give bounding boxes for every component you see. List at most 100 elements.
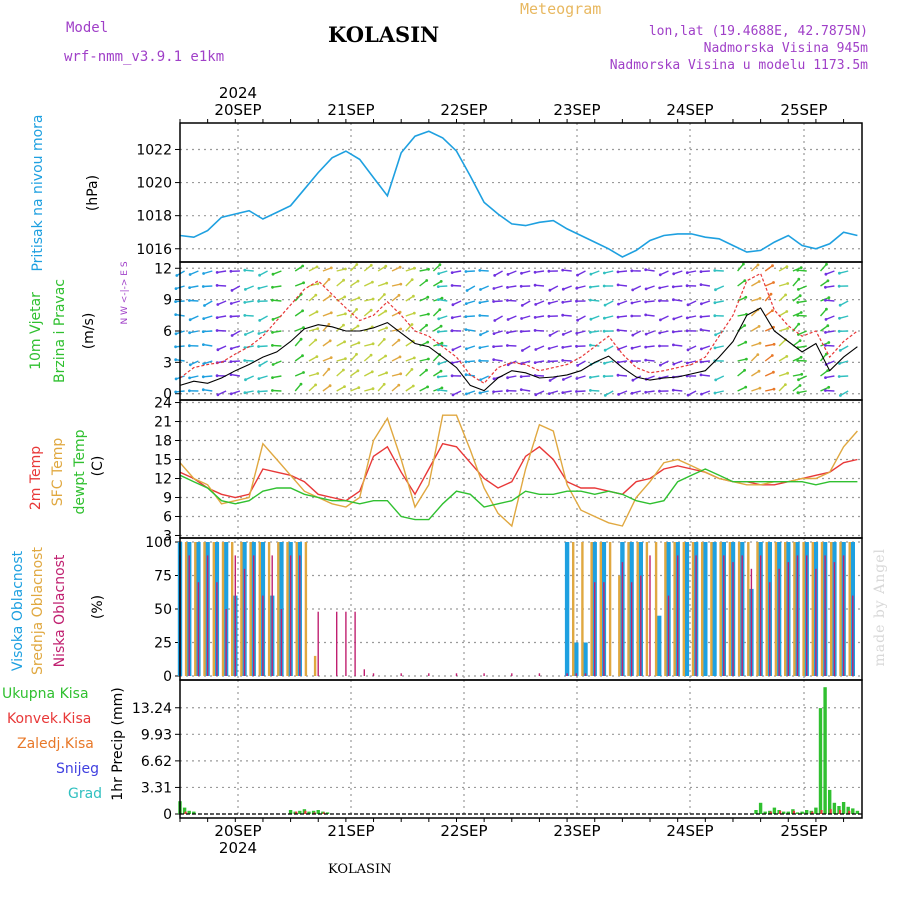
- wind-arrow-head: [327, 367, 331, 371]
- wind-arrow-head: [215, 271, 219, 274]
- cloud-bar: [848, 542, 851, 676]
- wind-arrow: [659, 330, 669, 334]
- wind-arrow-head: [713, 269, 717, 272]
- cloud-bar: [277, 542, 280, 676]
- wind-arrow: [419, 369, 427, 377]
- wind-arrow: [778, 339, 786, 347]
- wind-arrow: [604, 345, 614, 351]
- panel-frame-4: [179, 679, 863, 819]
- wind-arrow-head: [824, 331, 827, 334]
- wind-arrow-head: [399, 327, 403, 331]
- wind-arrow: [336, 313, 346, 317]
- wind-arrow-head: [547, 314, 551, 318]
- wind-arrow-head: [465, 289, 469, 292]
- wind-arrow: [645, 330, 655, 335]
- cloud-bar: [594, 582, 596, 676]
- wind-arrow: [825, 299, 835, 302]
- wind-arrow: [244, 314, 254, 317]
- wind-arrow: [438, 315, 448, 320]
- wind-arrow-head: [479, 378, 482, 382]
- wind-arrow: [231, 390, 241, 395]
- wind-arrow: [604, 270, 614, 274]
- wind-arrow-head: [796, 268, 800, 272]
- wind-arrow-head: [384, 354, 387, 358]
- wind-arrow: [432, 309, 441, 317]
- wind-arrow-head: [174, 332, 178, 336]
- wind-arrow-head: [301, 354, 304, 358]
- wind-arrow-head: [314, 338, 318, 342]
- wind-arrow-head: [713, 346, 717, 350]
- wind-arrow: [350, 386, 360, 392]
- wind-arrow-head: [506, 318, 510, 321]
- cloud-bar: [354, 611, 356, 676]
- wind-arrow-head: [700, 347, 703, 351]
- cloud-bar: [271, 555, 273, 676]
- wind-arrow-head: [575, 390, 578, 393]
- wind-arrow: [480, 285, 489, 291]
- wind-arrow: [604, 315, 614, 319]
- precip-bar: [758, 802, 763, 814]
- wind-arrow: [632, 375, 642, 381]
- wind-arrow-head: [271, 344, 274, 347]
- wind-arrow: [349, 353, 358, 362]
- wind-arrow-head: [492, 345, 495, 348]
- precip-bar: [782, 811, 786, 814]
- wind-arrow-head: [534, 348, 538, 351]
- wind-arrow: [792, 373, 802, 377]
- wind-arrow-head: [757, 369, 761, 373]
- wind-arrow-head: [427, 312, 430, 316]
- wind-arrow: [700, 360, 710, 363]
- wind-arrow-head: [382, 338, 386, 341]
- ytick-label-4: 13.24: [132, 701, 172, 717]
- wind-arrow: [377, 338, 385, 347]
- wind-arrow-head: [243, 391, 247, 395]
- wind-arrow: [479, 269, 489, 272]
- wind-arrow: [715, 285, 725, 291]
- wind-arrow-head: [796, 301, 800, 304]
- temp-title-dewpt: dewpt Temp: [72, 429, 88, 514]
- cloud-bar: [640, 575, 642, 676]
- wind-arrow: [493, 300, 503, 303]
- cloud-bar: [249, 542, 252, 676]
- wind-arrow: [701, 300, 711, 305]
- wind-arrow: [521, 388, 531, 392]
- wind-arrow: [244, 390, 254, 394]
- cloud-bar: [765, 542, 768, 676]
- cloud-bar: [750, 568, 753, 676]
- wind-arrow-head: [533, 270, 537, 274]
- wind-arrow-head: [436, 375, 440, 379]
- wind-arrow: [797, 314, 807, 317]
- wind-arrow-head: [369, 263, 373, 267]
- wind-arrow: [825, 270, 835, 275]
- wind-arrow-head: [439, 280, 443, 283]
- wind-arrow-head: [548, 334, 552, 337]
- footer-station: KOLASIN: [328, 862, 392, 877]
- wind-arrow: [737, 263, 744, 272]
- wind-arrow: [336, 341, 345, 347]
- precip-legend-hail: Grad: [68, 786, 102, 802]
- wind-arrow: [245, 330, 254, 336]
- wind-arrow-head: [561, 313, 565, 317]
- ytick-label-1: 3.31: [141, 780, 172, 796]
- wind-arrow-head: [506, 273, 510, 276]
- wind-arrow-head: [713, 301, 717, 305]
- wind-arrow-head: [344, 267, 347, 271]
- wind-arrow: [231, 330, 241, 337]
- wind-arrow: [751, 325, 760, 332]
- wind-title-line1: 10m Vjetar: [28, 292, 44, 370]
- cloud-bar: [583, 642, 588, 676]
- wind-arrow-head: [799, 355, 803, 359]
- wind-arrow: [308, 355, 318, 362]
- wind-arrow-head: [437, 343, 440, 347]
- wind-arrow: [349, 264, 358, 272]
- wind-arrow-head: [425, 323, 428, 327]
- wind-arrow: [259, 360, 268, 367]
- wind-arrow: [563, 285, 572, 290]
- wind-arrow-head: [824, 389, 827, 392]
- wind-arrow-head: [616, 373, 620, 377]
- wind-arrow: [798, 285, 807, 291]
- wind-arrow-head: [744, 385, 748, 389]
- cloud-unit: (%): [90, 595, 106, 619]
- wind-arrow: [535, 345, 545, 351]
